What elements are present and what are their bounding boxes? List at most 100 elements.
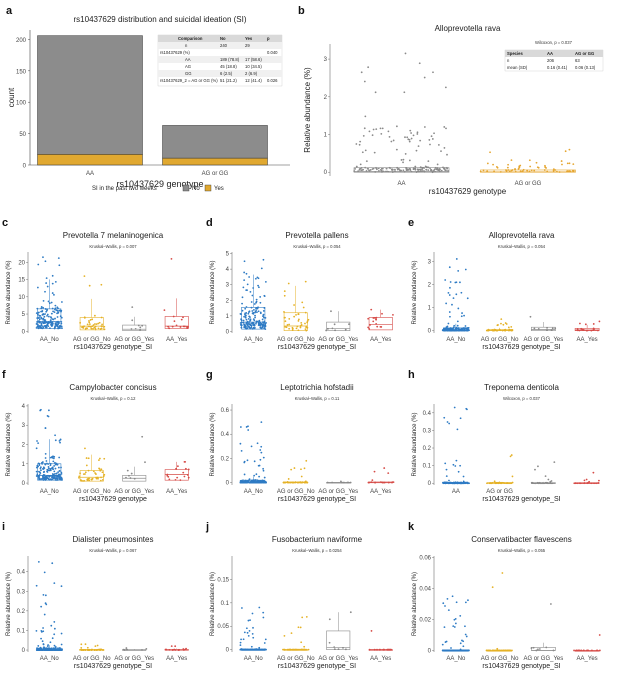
data-point-f bbox=[100, 476, 102, 479]
data-point-k bbox=[538, 648, 541, 650]
data-point-h bbox=[587, 481, 590, 484]
data-point-e bbox=[453, 324, 456, 327]
panel-e: e Alloprevotella rava Kruskal–Wallis, p = … bbox=[408, 217, 601, 351]
data-point-g bbox=[262, 469, 265, 472]
data-point-f bbox=[103, 457, 106, 460]
data-point-d bbox=[306, 321, 309, 324]
data-point-c bbox=[170, 257, 173, 260]
data-point-b bbox=[446, 167, 449, 170]
data-point-e bbox=[510, 329, 513, 331]
data-point-g bbox=[264, 481, 267, 484]
data-point-d bbox=[304, 280, 307, 283]
data-point-i bbox=[53, 582, 56, 584]
data-point-g bbox=[370, 481, 373, 484]
data-point-k bbox=[587, 649, 589, 652]
y-tick-label-a: 0 bbox=[23, 164, 27, 170]
x-tick-label-g: AG or GG_Yes bbox=[318, 489, 358, 495]
data-point-b bbox=[568, 162, 571, 165]
data-point-g bbox=[287, 478, 290, 480]
y-tick-label-d: 5 bbox=[226, 252, 230, 258]
data-point-b bbox=[410, 137, 413, 140]
data-point-h bbox=[454, 482, 456, 485]
data-point-b bbox=[436, 163, 439, 166]
y-tick-label-c: 20 bbox=[18, 260, 25, 266]
data-point-j bbox=[307, 648, 310, 651]
y-tick-label-f: 2 bbox=[22, 443, 26, 449]
data-point-g bbox=[254, 481, 256, 484]
data-point-h bbox=[445, 481, 448, 484]
data-point-f bbox=[58, 439, 61, 442]
data-point-e bbox=[550, 329, 553, 331]
data-point-i bbox=[49, 641, 52, 644]
data-point-e bbox=[582, 328, 585, 331]
data-point-b bbox=[510, 159, 513, 162]
x-axis-title-g: rs10437629 genotype_SI bbox=[278, 496, 356, 503]
data-point-c bbox=[89, 319, 92, 321]
data-point-b bbox=[427, 160, 430, 162]
data-point-g bbox=[300, 468, 302, 471]
data-point-b bbox=[395, 148, 398, 151]
data-point-b bbox=[414, 167, 417, 170]
data-point-d bbox=[293, 315, 296, 318]
y-tick-label-f: 3 bbox=[22, 423, 26, 429]
data-point-b bbox=[533, 169, 536, 172]
data-point-h bbox=[486, 482, 488, 485]
data-point-e bbox=[485, 329, 488, 332]
data-point-d bbox=[262, 258, 265, 261]
table-cell-a: GG bbox=[185, 71, 192, 76]
data-point-d bbox=[249, 290, 252, 293]
data-point-f bbox=[37, 442, 40, 445]
data-point-f bbox=[55, 472, 58, 475]
stat-text-h: Wilcoxon, p = 0.037 bbox=[503, 396, 541, 401]
data-point-b bbox=[371, 134, 374, 137]
data-point-c bbox=[44, 313, 46, 315]
data-point-h bbox=[590, 482, 593, 485]
data-point-c bbox=[51, 292, 54, 294]
data-point-d bbox=[245, 325, 247, 328]
data-point-e bbox=[451, 327, 453, 330]
data-point-d bbox=[240, 326, 243, 329]
data-point-c bbox=[50, 301, 53, 304]
data-point-j bbox=[290, 632, 293, 635]
data-point-f bbox=[36, 464, 39, 467]
data-point-i bbox=[173, 648, 176, 651]
data-point-j bbox=[289, 648, 291, 651]
data-point-i bbox=[53, 644, 56, 647]
data-point-f bbox=[38, 470, 40, 473]
data-point-e bbox=[592, 327, 595, 330]
data-point-b bbox=[434, 166, 437, 169]
data-point-b bbox=[419, 170, 422, 172]
data-point-e bbox=[445, 327, 448, 330]
x-tick-label-k: AA_Yes bbox=[577, 656, 598, 662]
data-point-f bbox=[94, 472, 96, 474]
y-tick-label-j: 0.05 bbox=[217, 624, 229, 630]
data-point-d bbox=[330, 310, 332, 313]
data-point-i bbox=[42, 643, 45, 646]
data-point-i bbox=[43, 613, 46, 616]
data-point-e bbox=[576, 329, 579, 332]
data-point-b bbox=[355, 165, 358, 168]
data-point-f bbox=[167, 475, 170, 478]
stat-text-b: Wilcoxon, p = 0.037 bbox=[535, 40, 573, 45]
data-point-f bbox=[42, 474, 45, 477]
data-point-f bbox=[101, 471, 104, 474]
data-point-f bbox=[39, 472, 42, 475]
table-cell-a: rs10437629_2 = AG or GG (%) bbox=[160, 78, 218, 83]
data-point-c bbox=[179, 326, 182, 328]
data-point-c bbox=[92, 324, 95, 326]
data-point-b bbox=[431, 138, 434, 140]
x-tick-label-g: AG or GG_No bbox=[277, 489, 315, 495]
data-point-j bbox=[262, 616, 265, 619]
legend-swatch-yes bbox=[204, 184, 212, 192]
data-point-e bbox=[466, 328, 468, 330]
data-point-d bbox=[392, 313, 394, 316]
data-point-b bbox=[568, 148, 571, 151]
y-tick-label-f: 1 bbox=[22, 462, 26, 468]
data-point-d bbox=[306, 320, 309, 323]
data-point-c bbox=[42, 256, 44, 259]
data-point-c bbox=[36, 313, 39, 316]
data-point-f bbox=[56, 479, 59, 481]
data-point-b bbox=[408, 140, 411, 143]
data-point-c bbox=[89, 325, 92, 328]
